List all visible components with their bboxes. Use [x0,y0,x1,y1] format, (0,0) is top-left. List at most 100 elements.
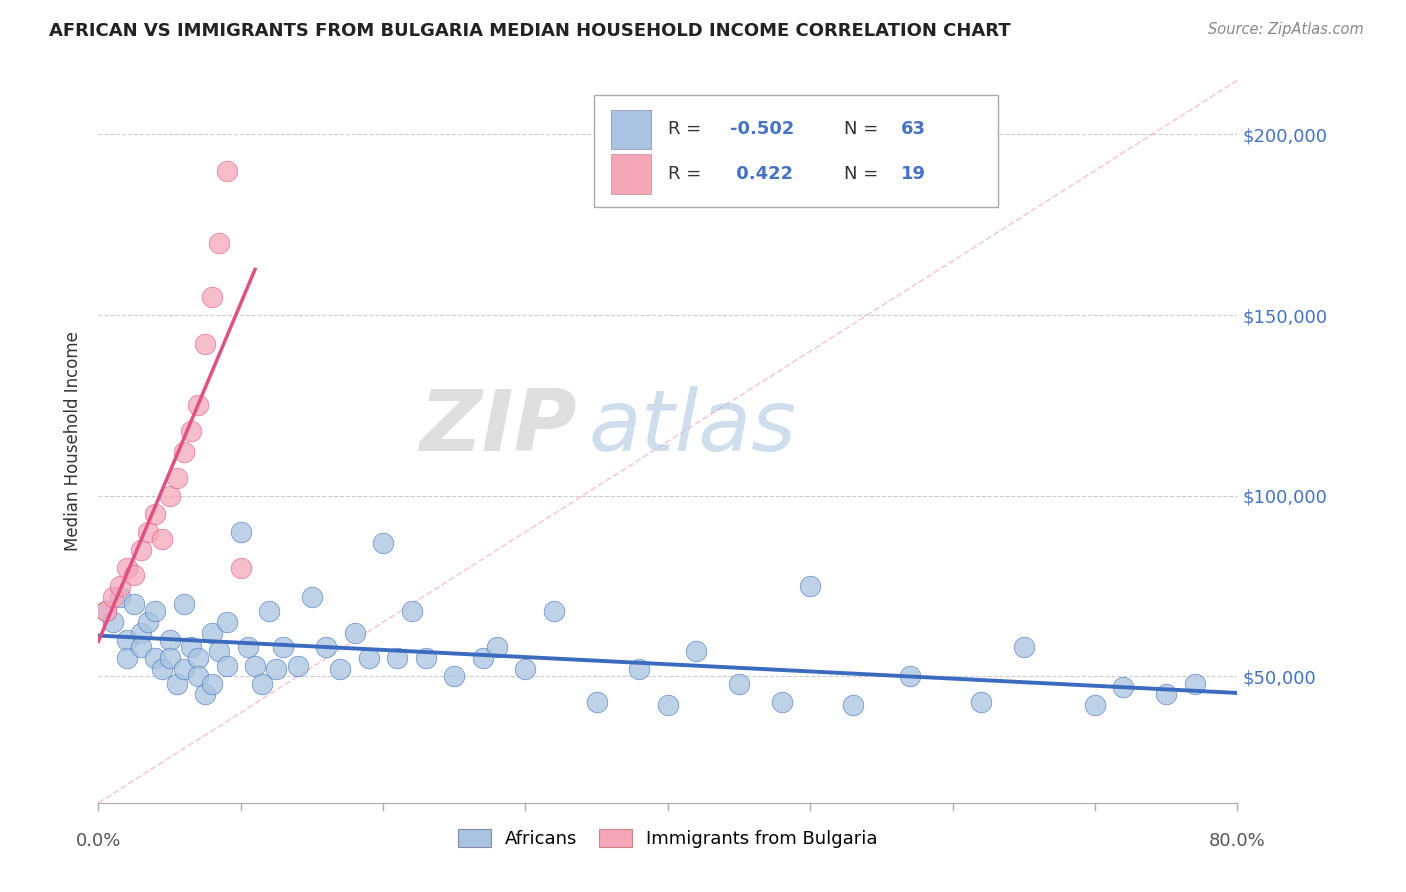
Text: Source: ZipAtlas.com: Source: ZipAtlas.com [1208,22,1364,37]
Point [1154,687,1177,701]
Point [1112,680,1135,694]
Point [259,604,281,618]
Point [443,669,465,683]
Point [145,651,167,665]
Text: -0.502: -0.502 [731,120,794,138]
Point [842,698,865,713]
Point [970,695,993,709]
Point [229,524,252,539]
Text: 0.0%: 0.0% [76,831,121,850]
Point [129,542,152,557]
Text: R =: R = [668,165,707,183]
Point [243,658,266,673]
Point [515,662,537,676]
Point [250,676,273,690]
Point [115,633,138,648]
Point [94,604,117,618]
Point [180,424,202,438]
Point [115,651,138,665]
Legend: Africans, Immigrants from Bulgaria: Africans, Immigrants from Bulgaria [451,822,884,855]
Point [471,651,494,665]
Point [194,687,217,701]
Point [201,290,224,304]
Point [1012,640,1035,655]
Text: 63: 63 [901,120,927,138]
Point [101,615,124,630]
Point [657,698,679,713]
Point [201,676,224,690]
Point [194,337,217,351]
Point [301,590,323,604]
Point [273,640,295,655]
Point [266,662,288,676]
Point [201,626,224,640]
Point [101,590,124,604]
Text: 80.0%: 80.0% [1209,831,1265,850]
Point [628,662,651,676]
Point [145,507,167,521]
Point [585,695,607,709]
Point [122,597,145,611]
Point [373,535,395,549]
Point [129,640,152,655]
Text: N =: N = [845,165,884,183]
Point [799,579,821,593]
Point [1084,698,1107,713]
Point [415,651,437,665]
Point [136,524,159,539]
Text: atlas: atlas [588,385,796,468]
Point [159,489,181,503]
Point [329,662,352,676]
Point [236,640,259,655]
Point [229,561,252,575]
Point [728,676,751,690]
Point [152,532,174,546]
Text: 0.422: 0.422 [731,165,793,183]
Point [108,579,131,593]
Point [208,644,231,658]
Point [166,470,188,484]
Point [159,651,181,665]
Point [94,604,117,618]
Point [180,640,202,655]
Point [115,561,138,575]
Point [159,633,181,648]
Text: N =: N = [845,120,884,138]
Point [315,640,337,655]
Point [215,163,238,178]
Point [486,640,509,655]
Point [173,662,195,676]
Point [387,651,409,665]
Point [122,568,145,582]
Text: AFRICAN VS IMMIGRANTS FROM BULGARIA MEDIAN HOUSEHOLD INCOME CORRELATION CHART: AFRICAN VS IMMIGRANTS FROM BULGARIA MEDI… [49,22,1011,40]
Point [357,651,380,665]
Point [208,235,231,250]
FancyBboxPatch shape [612,154,651,194]
Point [770,695,793,709]
Point [215,615,238,630]
Point [136,615,159,630]
Point [187,651,209,665]
Point [145,604,167,618]
Point [543,604,565,618]
Point [108,590,131,604]
Point [166,676,188,690]
Point [187,398,209,412]
Point [898,669,921,683]
Point [187,669,209,683]
Point [685,644,707,658]
Point [401,604,423,618]
Point [1184,676,1206,690]
Y-axis label: Median Household Income: Median Household Income [65,332,83,551]
Point [215,658,238,673]
Point [343,626,366,640]
Point [287,658,309,673]
Point [152,662,174,676]
Text: R =: R = [668,120,707,138]
FancyBboxPatch shape [593,95,998,207]
FancyBboxPatch shape [612,110,651,149]
Text: ZIP: ZIP [419,385,576,468]
Text: 19: 19 [901,165,927,183]
Point [173,445,195,459]
Point [173,597,195,611]
